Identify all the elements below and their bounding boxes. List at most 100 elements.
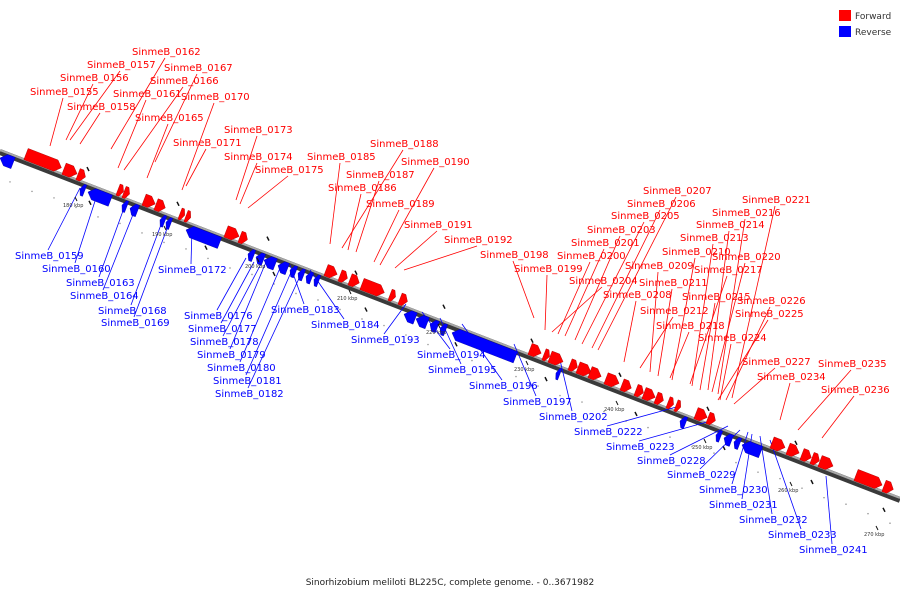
forward-gene-shape	[633, 384, 644, 398]
forward-gene-shape	[323, 264, 338, 279]
forward-gene-label-leader	[671, 257, 696, 381]
reverse-gene	[0, 154, 16, 169]
reverse-gene-shape	[185, 226, 222, 249]
minor-tick	[176, 201, 180, 207]
forward-gene-label: SinmeB_0218	[656, 321, 725, 332]
forward-gene-shape	[809, 452, 820, 466]
reverse-gene-label-leader	[216, 257, 247, 311]
scale-dot	[53, 197, 55, 199]
forward-gene	[527, 343, 542, 357]
forward-gene	[547, 350, 564, 366]
scale-tick-mark	[615, 400, 619, 406]
forward-gene	[693, 407, 708, 422]
forward-gene-shape	[337, 269, 348, 283]
minor-tick	[454, 341, 458, 347]
forward-gene-label: SinmeB_0190	[401, 157, 470, 168]
forward-gene-label: SinmeB_0198	[480, 250, 549, 261]
scale-dot	[669, 436, 671, 438]
forward-gene-shape	[387, 288, 396, 302]
forward-gene	[817, 455, 834, 470]
forward-gene-label-leader	[355, 180, 380, 253]
reverse-gene-label-leader	[222, 261, 263, 337]
scale-dot	[713, 452, 715, 454]
forward-gene-label: SinmeB_0185	[307, 152, 376, 163]
scale-tick-mark	[163, 225, 167, 231]
reverse-gene	[159, 214, 168, 228]
forward-gene-shape	[641, 387, 656, 402]
forward-gene	[641, 387, 656, 402]
reverse-gene-label: SinmeB_0196	[469, 381, 538, 392]
reverse-gene-label-leader	[825, 475, 833, 545]
reverse-gene-label: SinmeB_0194	[417, 350, 486, 361]
forward-gene	[853, 469, 883, 489]
forward-gene-label: SinmeB_0203	[587, 225, 656, 236]
reverse-gene-label: SinmeB_0176	[184, 311, 253, 322]
forward-gene-label-leader	[689, 275, 728, 385]
reverse-gene-label-leader	[74, 197, 97, 264]
scale-dot	[647, 426, 649, 429]
forward-gene-label: SinmeB_0206	[627, 199, 696, 210]
scale-tick-mark	[703, 438, 707, 444]
forward-gene-label: SinmeB_0236	[821, 385, 890, 396]
forward-gene-shape	[799, 448, 812, 462]
forward-gene-shape	[619, 378, 632, 393]
minor-tick	[530, 338, 534, 344]
forward-gene-label: SinmeB_0192	[444, 235, 513, 246]
forward-gene	[541, 348, 550, 362]
minor-tick	[354, 270, 358, 276]
scale-dot	[97, 216, 99, 218]
forward-gene-label-leader	[623, 300, 637, 363]
reverse-gene-label: SinmeB_0160	[42, 264, 111, 275]
reverse-gene-label-leader	[229, 261, 267, 350]
scale-dot	[185, 248, 187, 250]
forward-gene-label: SinmeB_0234	[757, 372, 826, 383]
scale-tick-label: 180 kbp	[63, 203, 83, 209]
reverse-gene-shape	[263, 256, 278, 271]
forward-gene-label: SinmeB_0155	[30, 87, 99, 98]
forward-gene-label: SinmeB_0217	[694, 265, 763, 276]
minor-tick	[204, 245, 208, 250]
reverse-gene-label-leader	[559, 359, 573, 412]
forward-gene-label-leader	[235, 135, 258, 201]
forward-gene-shape	[237, 230, 248, 245]
minor-tick	[810, 479, 814, 485]
forward-gene-label: SinmeB_0199	[514, 264, 583, 275]
forward-gene	[769, 436, 786, 452]
forward-gene	[237, 230, 248, 245]
label-connectors	[47, 57, 855, 545]
reverse-gene-shape	[723, 433, 734, 447]
reverse-gene-shape	[313, 274, 322, 288]
scale-dot	[889, 522, 891, 524]
forward-gene-label-leader	[597, 196, 677, 351]
legend: Forward Reverse	[839, 10, 892, 38]
forward-gene	[619, 378, 632, 393]
reverse-gene	[121, 200, 130, 213]
forward-gene-shape	[693, 407, 708, 422]
forward-gene-shape	[705, 411, 716, 426]
forward-gene	[809, 452, 820, 466]
forward-gene-label-leader	[394, 230, 438, 269]
reverse-gene	[79, 184, 88, 197]
reverse-gene-label-leader	[606, 405, 681, 427]
reverse-gene	[723, 433, 734, 447]
reverse-gene-label: SinmeB_0183	[271, 305, 340, 316]
minor-tick	[86, 166, 90, 172]
forward-gene	[799, 448, 812, 462]
forward-gene-label: SinmeB_0173	[224, 125, 293, 136]
scale-dot	[405, 334, 407, 336]
forward-gene-label: SinmeB_0165	[135, 113, 204, 124]
reverse-gene-label: SinmeB_0195	[428, 365, 497, 376]
forward-gene	[347, 273, 360, 287]
reverse-gene-label-leader	[239, 267, 281, 363]
forward-gene	[141, 193, 156, 208]
forward-gene-shape	[347, 273, 360, 287]
forward-gene-shape	[587, 366, 602, 381]
scale-dot	[295, 292, 297, 295]
forward-gene	[567, 358, 578, 372]
forward-gene-shape	[541, 348, 550, 362]
genome-caption: Sinorhizobium meliloti BL225C, complete …	[305, 578, 595, 588]
forward-gene-label-leader	[110, 57, 166, 150]
reverse-gene	[255, 252, 266, 266]
reverse-gene-label-leader	[769, 439, 802, 530]
forward-gene-label-leader	[512, 260, 535, 319]
